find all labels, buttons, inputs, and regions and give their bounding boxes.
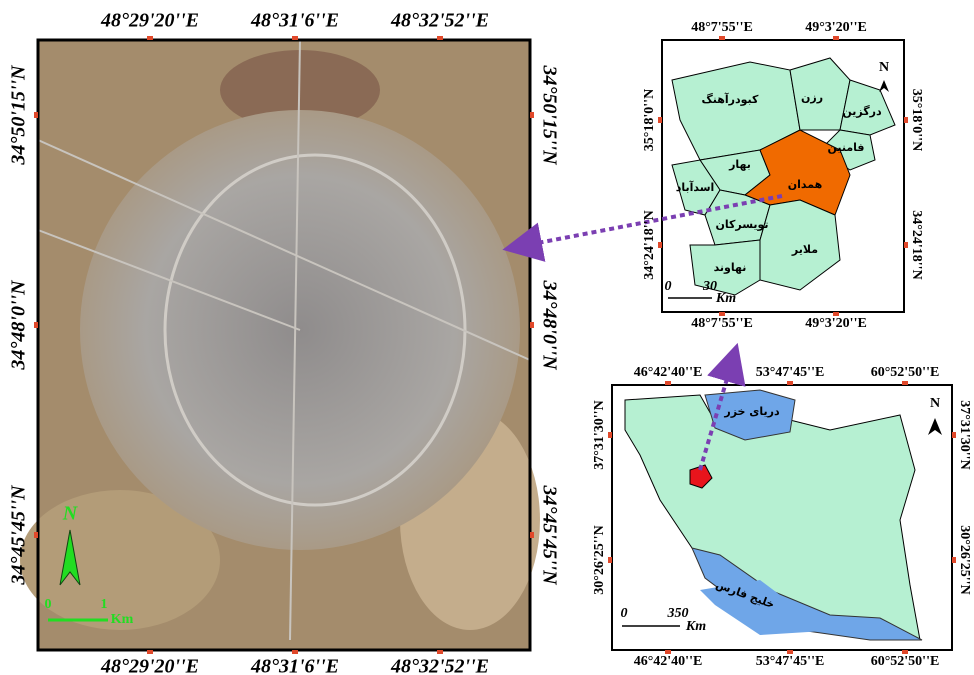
tick [904, 117, 908, 123]
tick [147, 36, 153, 40]
region-label: اسدآباد [676, 180, 715, 194]
lat-label: 34°50'15''N [538, 64, 560, 166]
scale-label: 0 [45, 597, 52, 612]
region-label: نهاوند [714, 261, 747, 274]
lon-label: 48°32'52''E [390, 10, 489, 32]
lat-label: 37°31'30''N [592, 400, 607, 469]
lat-label: 35°18'0''N [909, 89, 924, 151]
lat-label: 30°26'25''N [957, 525, 972, 594]
tick [292, 36, 298, 40]
tick [952, 557, 956, 563]
tick [608, 432, 612, 438]
tick [658, 242, 662, 248]
lon-label: 53°47'45''E [756, 365, 825, 380]
north-label: N [879, 60, 889, 75]
region-label: فامنین [827, 141, 864, 154]
lat-label: 34°24'18''N [642, 210, 657, 279]
tick [437, 36, 443, 40]
tick [952, 432, 956, 438]
tick [530, 112, 534, 118]
lon-label: 48°29'20''E [100, 656, 199, 675]
lat-label: 34°50'15''N [8, 64, 30, 166]
lon-label: 46°42'40''E [634, 365, 703, 380]
lon-label: 48°7'55''E [691, 316, 753, 331]
tick [902, 381, 908, 385]
lon-label: 60°52'50''E [871, 654, 940, 669]
lon-label: 48°29'20''E [100, 10, 199, 32]
tick [658, 117, 662, 123]
region-label: رزن [801, 91, 823, 104]
lon-label: 60°52'50''E [871, 365, 940, 380]
lat-label: 30°26'25''N [592, 525, 607, 594]
country-panel: دریای خزر خلیج فارس N 0 350 Km [612, 385, 952, 650]
scale-label: 1 [101, 597, 108, 612]
tick [437, 650, 443, 654]
tick [904, 242, 908, 248]
lat-label: 34°48'0''N [8, 279, 30, 371]
tick [34, 112, 38, 118]
region-label: تویسرکان [715, 218, 768, 231]
lon-label: 53°47'45''E [756, 654, 825, 669]
tick [665, 381, 671, 385]
map-figure: N 0 1 Km کبودرآهنگ رزن درگزین فامنین بها… [0, 0, 974, 675]
north-label: N [930, 396, 940, 411]
lat-label: 34°45'45''N [8, 484, 30, 586]
tick [530, 532, 534, 538]
tick [147, 650, 153, 654]
lat-label: 34°24'18''N [909, 210, 924, 279]
province-panel: کبودرآهنگ رزن درگزین فامنین بهار همدان ا… [662, 40, 904, 312]
tick [292, 650, 298, 654]
region-label: کبودرآهنگ [702, 92, 760, 106]
scale-unit: Km [685, 619, 706, 634]
region-label: ملایر [791, 243, 818, 256]
lat-label: 37°31'30''N [957, 400, 972, 469]
tick [608, 557, 612, 563]
lat-label: 35°18'0''N [642, 89, 657, 151]
tick [34, 322, 38, 328]
scale-label: 0 [665, 279, 672, 294]
tick [530, 322, 534, 328]
scale-label: 0 [621, 606, 628, 621]
scale-unit: Km [715, 291, 736, 306]
lon-label: 49°3'20''E [805, 316, 867, 331]
scale-label: 30 [702, 279, 717, 294]
scale-unit: Km [111, 612, 134, 627]
region-label: درگزین [842, 105, 882, 118]
lon-label: 48°32'52''E [390, 656, 489, 675]
tick [34, 532, 38, 538]
region-label: همدان [788, 178, 823, 191]
tick [833, 36, 839, 40]
north-label: N [62, 503, 79, 525]
satellite-panel: N 0 1 Km [20, 40, 540, 650]
tick [787, 381, 793, 385]
lat-label: 34°48'0''N [538, 279, 560, 371]
lon-label: 49°3'20''E [805, 20, 867, 35]
lon-label: 48°7'55''E [691, 20, 753, 35]
lon-label: 48°31'6''E [250, 10, 339, 32]
lon-label: 48°31'6''E [250, 656, 339, 675]
tick [719, 36, 725, 40]
lon-label: 46°42'40''E [634, 654, 703, 669]
sea-label: دریای خزر [723, 405, 780, 418]
region-label: بهار [728, 158, 751, 171]
lat-label: 34°45'45''N [538, 484, 560, 586]
